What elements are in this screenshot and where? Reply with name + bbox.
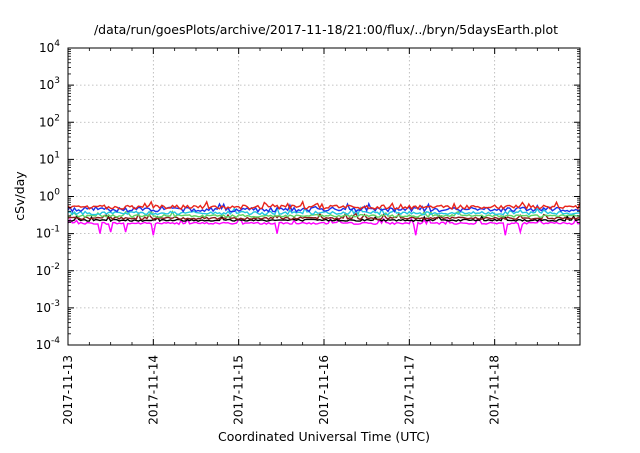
series-line [67, 209, 581, 219]
y-tick-label: 102 [39, 113, 60, 129]
y-tick-label: 104 [39, 39, 60, 55]
grid-lines [68, 48, 580, 345]
x-tick-label: 2017-11-13 [61, 355, 75, 425]
series-line [67, 199, 581, 211]
x-tick-label: 2017-11-15 [232, 355, 246, 425]
y-tick-label: 10-4 [36, 336, 61, 352]
x-tick-label: 2017-11-16 [317, 355, 331, 425]
y-tick-label: 10-2 [36, 262, 60, 278]
x-axis-label: Coordinated Universal Time (UTC) [218, 429, 430, 444]
y-tick-label: 10-1 [36, 225, 60, 241]
y-tick-label: 10-3 [36, 299, 60, 315]
series-line [67, 201, 581, 214]
plot-series [67, 199, 581, 236]
y-axis-label: cSv/day [12, 171, 27, 221]
chart-title: /data/run/goesPlots/archive/2017-11-18/2… [94, 22, 558, 37]
y-tick-label: 103 [39, 76, 60, 92]
series-line [67, 217, 581, 236]
x-axis-ticks: 2017-11-13 2017-11-14 2017-11-15 2017-11-16… [61, 48, 560, 425]
y-axis-ticks: 10-4 10-3 10-2 10-1 100 101 102 103 104 [36, 39, 580, 352]
x-tick-label: 2017-11-17 [402, 355, 416, 425]
x-tick-label: 2017-11-18 [488, 355, 502, 425]
y-tick-label: 100 [39, 188, 60, 204]
series-line [67, 205, 581, 216]
x-tick-label: 2017-11-14 [146, 355, 160, 425]
series-line [67, 211, 581, 221]
y-tick-label: 101 [39, 150, 60, 166]
